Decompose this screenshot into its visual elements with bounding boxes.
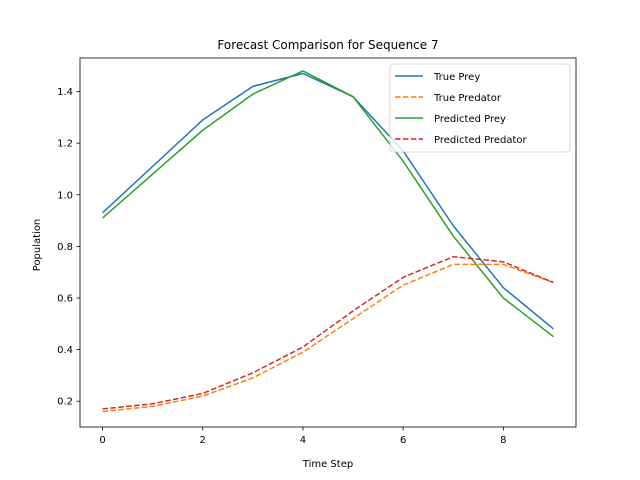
x-tick-label: 6 xyxy=(400,435,406,446)
axes-frame xyxy=(79,57,577,428)
y-axis-label: Population xyxy=(32,219,43,272)
series-line-predicted-predator xyxy=(102,255,554,410)
legend-label: Predicted Prey xyxy=(434,114,506,125)
axes: 0 2 4 6 8 0.2 0.4 0.6 0.8 1.0 1.2 1.4 xyxy=(57,57,577,446)
y-tick-label: 0.4 xyxy=(57,345,73,356)
chart-title: Forecast Comparison for Sequence 7 xyxy=(217,38,438,52)
x-tick-label: 4 xyxy=(300,435,306,446)
legend-label: True Predator xyxy=(433,93,502,104)
x-tick-label: 2 xyxy=(200,435,206,446)
x-tick-label: 8 xyxy=(500,435,506,446)
y-tick-label: 1.2 xyxy=(57,139,73,150)
y-tick-label: 0.6 xyxy=(57,293,73,304)
legend-label: True Prey xyxy=(433,72,480,83)
plot-area xyxy=(102,70,554,413)
y-tick-label: 1.0 xyxy=(57,190,73,201)
y-tick-label: 0.2 xyxy=(57,397,73,408)
series-line-predicted-prey xyxy=(102,70,554,338)
x-axis-label: Time Step xyxy=(302,459,353,470)
legend-box xyxy=(389,63,571,153)
y-tick-label: 0.8 xyxy=(57,242,73,253)
series-line-true-prey xyxy=(102,72,554,330)
series-line-true-predator xyxy=(102,263,554,413)
legend-label: Predicted Predator xyxy=(434,135,528,146)
y-tick-label: 1.4 xyxy=(57,87,73,98)
legend: True Prey True Predator Predicted Prey Pred… xyxy=(389,63,571,153)
x-tick-label: 0 xyxy=(99,435,105,446)
